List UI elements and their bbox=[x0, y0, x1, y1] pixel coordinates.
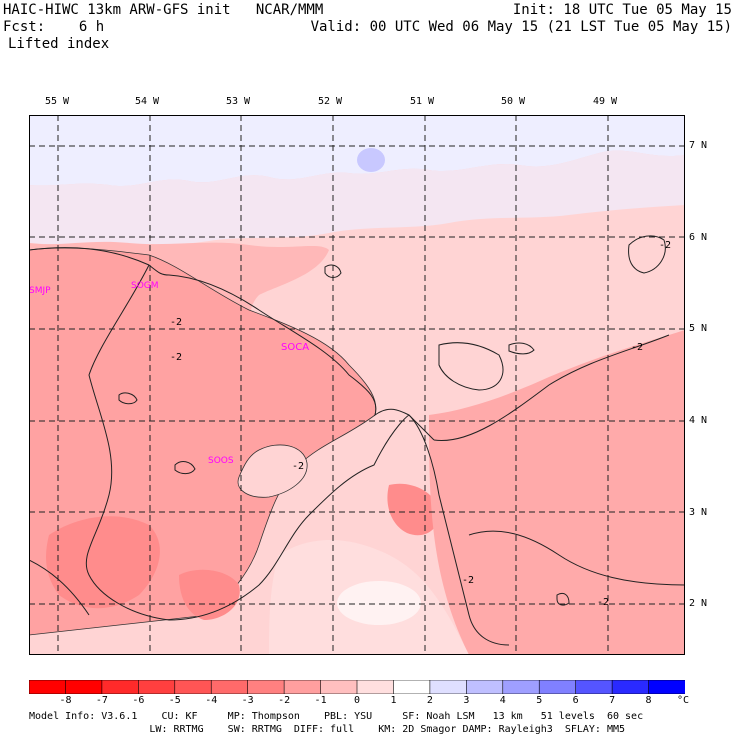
colorbar-tick-label: -6 bbox=[132, 695, 145, 706]
pale-region-north-2 bbox=[29, 150, 685, 246]
colorbar-swatch bbox=[575, 680, 613, 694]
lat-label-6n: 6 N bbox=[689, 232, 708, 243]
graticule bbox=[29, 115, 685, 655]
colorbar-swatch bbox=[247, 680, 285, 694]
colorbar-tick-label: 5 bbox=[536, 695, 543, 706]
contour-label-5: -2 bbox=[597, 597, 609, 608]
lon-label-50w: 50 W bbox=[501, 96, 526, 107]
colorbar-tick-label: -2 bbox=[278, 695, 291, 706]
contour-label-2: -2 bbox=[170, 352, 182, 363]
deep-pink-east bbox=[429, 330, 685, 655]
field-name: Lifted index bbox=[8, 36, 110, 52]
lat-label-7n: 7 N bbox=[689, 140, 708, 151]
lon-label-51w: 51 W bbox=[410, 96, 435, 107]
lat-label-4n: 4 N bbox=[689, 415, 708, 426]
station-soca: SOCA bbox=[281, 342, 309, 353]
colorbar-swatch bbox=[429, 680, 468, 694]
colorbar-unit: °C bbox=[677, 695, 690, 706]
deepest-patch-3 bbox=[387, 483, 440, 536]
map-frame bbox=[29, 115, 685, 655]
colorbar-tick-label: 2 bbox=[426, 695, 433, 706]
colorbar-swatch bbox=[356, 680, 395, 694]
colorbar-tick-label: -5 bbox=[168, 695, 181, 706]
colorbar-tick-label: -3 bbox=[241, 695, 254, 706]
pale-blue-blob bbox=[357, 148, 385, 172]
header-valid: Valid: 00 UTC Wed 06 May 15 (21 LST Tue … bbox=[310, 19, 732, 35]
lon-label-49w: 49 W bbox=[593, 96, 618, 107]
colorbar-tick-label: -1 bbox=[314, 695, 327, 706]
lon-label-54w: 54 W bbox=[135, 96, 160, 107]
lon-label-53w: 53 W bbox=[226, 96, 251, 107]
lat-label-2n: 2 N bbox=[689, 598, 708, 609]
colorbar-tick-label: 6 bbox=[572, 695, 579, 706]
lon-label-55w: 55 W bbox=[45, 96, 70, 107]
colorbar-tick-label: 1 bbox=[390, 695, 397, 706]
lat-label-3n: 3 N bbox=[689, 507, 708, 518]
colorbar-swatch bbox=[611, 680, 650, 694]
station-sogm: SOGM bbox=[131, 281, 159, 291]
colorbar-tick-label: 3 bbox=[463, 695, 470, 706]
colorbar-tick-label: 8 bbox=[645, 695, 652, 706]
colorbar-tick-label: 7 bbox=[609, 695, 616, 706]
borders bbox=[29, 235, 685, 646]
colorbar-swatch bbox=[538, 680, 577, 694]
colorbar-swatch bbox=[174, 680, 213, 694]
deepest-patch-1 bbox=[46, 516, 160, 609]
colorbar-swatch bbox=[101, 680, 140, 694]
contour-label-7: -2 bbox=[659, 240, 671, 251]
station-soos: SOOS bbox=[208, 456, 234, 466]
contour-label-3: -2 bbox=[292, 461, 304, 472]
pale-blob-south bbox=[337, 581, 421, 625]
colorbar-labels: -8 -7 -6 -5 -4 -3 -2 -1 0 1 2 3 4 5 6 7 8 °C bbox=[29, 696, 729, 708]
lat-label-5n: 5 N bbox=[689, 323, 708, 334]
colorbar-swatch bbox=[138, 680, 176, 694]
header-init: Init: 18 UTC Tue 05 May 15 bbox=[512, 2, 732, 18]
light-blob-soos bbox=[237, 444, 308, 498]
colorbar-tick-label: -7 bbox=[95, 695, 108, 706]
contour-label-4: -2 bbox=[462, 575, 474, 586]
header-title: HAIC-HIWC 13km ARW-GFS init NCAR/MMM bbox=[3, 2, 324, 18]
colorbar-swatch bbox=[393, 680, 431, 694]
station-smjp: SMJP bbox=[29, 286, 51, 296]
lon-label-52w: 52 W bbox=[318, 96, 343, 107]
colorbar-swatch bbox=[283, 680, 322, 694]
colorbar-swatch bbox=[320, 680, 358, 694]
colorbar-tick-label: -4 bbox=[205, 695, 218, 706]
colorbar-tick-label: 4 bbox=[499, 695, 506, 706]
colorbar-swatch bbox=[29, 680, 67, 694]
colorbar-swatch bbox=[648, 680, 685, 694]
header-forecast: Fcst: 6 h bbox=[3, 19, 105, 35]
footer-physics: LW: RRTMG SW: RRTMG DIFF: full KM: 2D Sm… bbox=[29, 724, 626, 735]
colorbar-swatch bbox=[65, 680, 103, 694]
contour-label-1: -2 bbox=[170, 317, 182, 328]
lifted-index-map: SMJP SOGM SOCA SOOS -2 -2 -2 -2 -2 -2 -2 bbox=[29, 115, 685, 655]
pale-region-north bbox=[29, 115, 685, 187]
colorbar-swatch bbox=[502, 680, 541, 694]
colorbar-tick-label: 0 bbox=[354, 695, 361, 706]
footer-model-info: Model Info: V3.6.1 CU: KF MP: Thompson P… bbox=[29, 711, 644, 722]
colorbar-swatch bbox=[210, 680, 249, 694]
colorbar bbox=[29, 680, 685, 694]
colorbar-tick-label: -8 bbox=[59, 695, 72, 706]
contour-label-6: -2 bbox=[631, 342, 643, 353]
colorbar-swatch bbox=[466, 680, 504, 694]
